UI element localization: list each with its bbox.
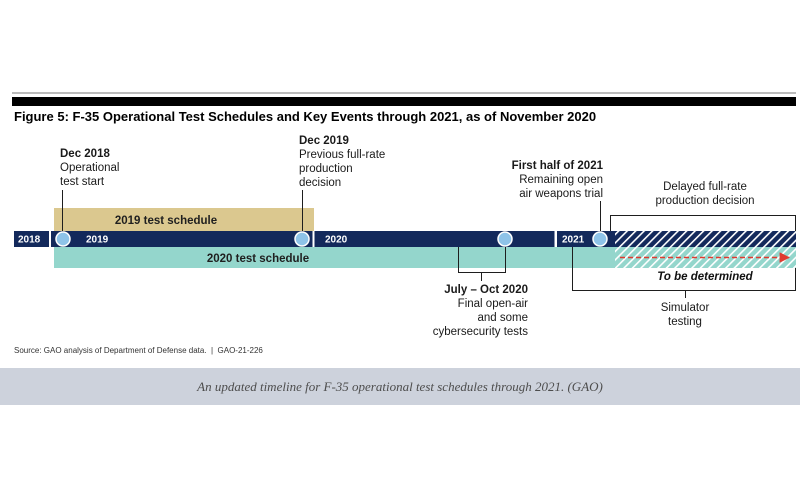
event-marker-dec-2019: [294, 231, 310, 247]
delayed-decision-bracket: [610, 215, 796, 231]
header-thin-rule: [12, 92, 796, 94]
header-thick-rule: [12, 97, 796, 106]
caption-band: An updated timeline for F-35 operational…: [0, 368, 800, 405]
event-description-line: production decision: [655, 195, 754, 207]
event-marker-dec-2018: [55, 231, 71, 247]
leader-lines: [62, 190, 796, 298]
event-weapons-trial: First half of 2021 Remaining open air we…: [512, 160, 604, 200]
timeline-segment-2018: [14, 231, 49, 247]
year-label-2021: 2021: [562, 235, 585, 246]
event-description-line: Simulator: [661, 302, 710, 314]
event-simulator-testing: Simulator testing: [661, 302, 710, 328]
timeline-segment-tbd-hatch: [615, 231, 796, 247]
tbd-label: To be determined: [657, 271, 753, 283]
event-operational-test-start: Dec 2018 Operational test start: [60, 148, 119, 188]
year-label-2018: 2018: [18, 235, 41, 246]
event-date: First half of 2021: [512, 160, 604, 172]
schedule-2019-label: 2019 test schedule: [115, 215, 217, 227]
event-description-line: air weapons trial: [519, 188, 603, 200]
event-description-line: cybersecurity tests: [433, 326, 528, 338]
event-delayed-decision: Delayed full-rate production decision: [655, 181, 754, 207]
event-date: July – Oct 2020: [444, 284, 528, 296]
timeline-figure: Figure 5: F-35 Operational Test Schedule…: [12, 92, 796, 355]
event-description-line: Remaining open: [519, 174, 603, 186]
event-description-line: decision: [299, 177, 341, 189]
figure-title: Figure 5: F-35 Operational Test Schedule…: [14, 109, 596, 124]
event-date: Dec 2019: [299, 135, 349, 147]
event-description-line: Operational: [60, 162, 119, 174]
event-previous-decision: Dec 2019 Previous full-rate production d…: [299, 135, 385, 189]
event-description-line: Delayed full-rate: [663, 181, 747, 193]
event-description-line: testing: [668, 316, 702, 328]
simulator-testing-bracket: [572, 247, 796, 291]
event-marker-2021: [592, 231, 608, 247]
timeline-segment-2020: [314, 231, 555, 247]
event-markers: [55, 231, 608, 247]
event-description-line: and some: [477, 312, 528, 324]
year-label-2019: 2019: [86, 235, 109, 246]
year-label-2020: 2020: [325, 235, 348, 246]
event-open-air-tests: July – Oct 2020 Final open-air and some …: [433, 284, 528, 338]
schedule-2019-band: [54, 208, 314, 231]
event-description-line: Previous full-rate: [299, 149, 385, 161]
timeline-bar: [14, 231, 796, 247]
event-description-line: production: [299, 163, 353, 175]
event-date: Dec 2018: [60, 148, 110, 160]
year-labels: 2018 2019 2020 2021: [18, 235, 585, 246]
figure-source: Source: GAO analysis of Department of De…: [14, 346, 263, 355]
schedule-2020-label: 2020 test schedule: [207, 253, 309, 265]
figure-caption: An updated timeline for F-35 operational…: [197, 378, 603, 394]
timeline-segment-2019: [51, 231, 313, 247]
schedule-bands: [54, 208, 796, 268]
event-description-line: test start: [60, 176, 105, 188]
schedule-2020-band: [54, 247, 615, 268]
event-marker-oct-2020: [497, 231, 513, 247]
schedule-2020-tbd-hatch: [615, 247, 796, 268]
event-description-line: Final open-air: [458, 298, 528, 310]
